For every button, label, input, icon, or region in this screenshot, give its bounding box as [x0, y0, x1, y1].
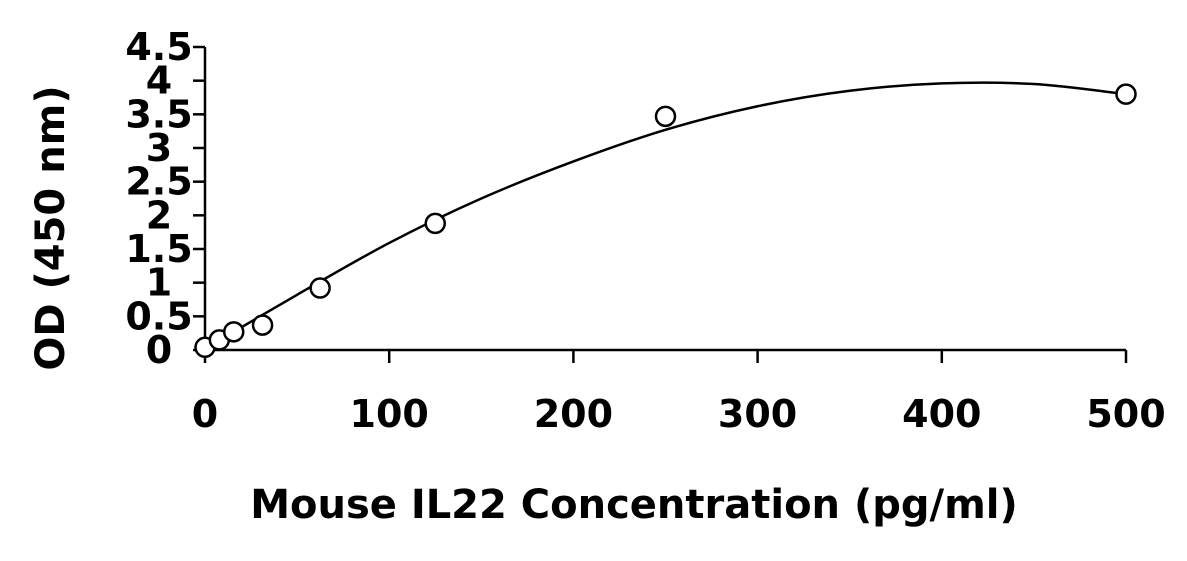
x-tick-label: 200 — [534, 392, 613, 436]
x-tick-label: 100 — [350, 392, 429, 436]
data-point — [309, 277, 331, 299]
data-point — [251, 314, 274, 336]
x-tick-label: 400 — [902, 392, 981, 436]
y-tick-label: 0 — [146, 328, 172, 372]
y-tick-label: 4.5 — [125, 25, 192, 69]
x-tick-label: 300 — [718, 392, 797, 436]
y-tick-label: 2 — [146, 193, 172, 237]
y-tick-label: 1.5 — [125, 227, 192, 271]
y-tick-label: 0.5 — [125, 294, 192, 338]
x-tick-labels: 0 100 200 300 400 500 — [192, 392, 1166, 436]
y-tick-label: 4 — [146, 59, 172, 103]
y-tick-labels: 00.511.522.533.544.5 — [125, 25, 192, 372]
x-tick-label: 0 — [192, 392, 218, 436]
y-tick-label: 1 — [146, 261, 172, 305]
x-tick-label: 500 — [1086, 392, 1165, 436]
x-axis-title: Mouse IL22 Concentration (pg/ml) — [250, 482, 1018, 528]
data-point — [424, 212, 446, 235]
y-tick-label: 3 — [146, 126, 172, 170]
data-point — [222, 321, 245, 343]
fit-curve — [204, 81, 1127, 350]
y-tick-label: 3.5 — [125, 92, 192, 136]
data-point — [654, 105, 677, 128]
y-tick-label: 2.5 — [125, 160, 192, 204]
data-point — [1115, 83, 1137, 105]
plot-area — [193, 45, 1137, 363]
y-axis-title: OD (450 nm) — [28, 85, 74, 370]
